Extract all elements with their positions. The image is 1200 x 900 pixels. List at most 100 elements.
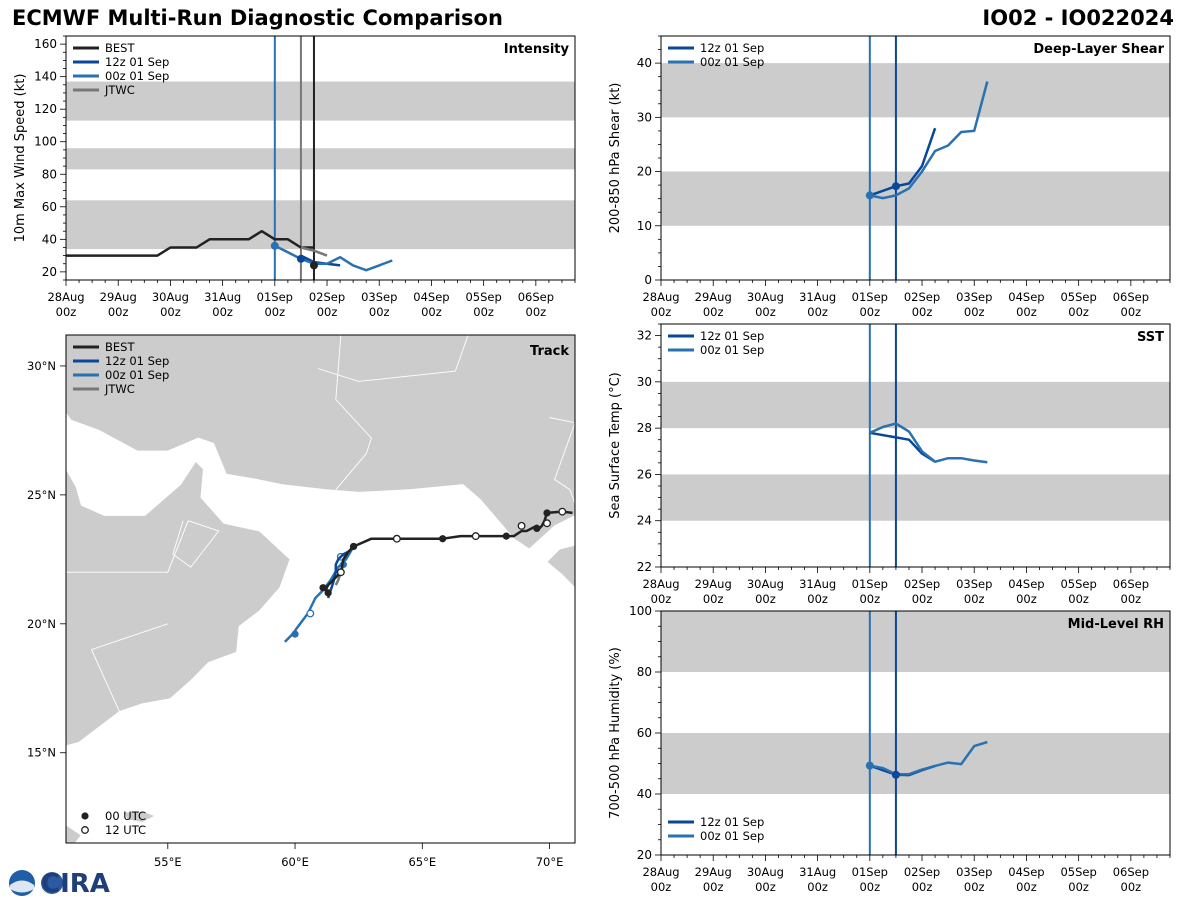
x-tick-label-hour: 00z bbox=[421, 305, 442, 319]
x-tick-label-day: 05Sep bbox=[1060, 577, 1096, 591]
y-tick-label: 100 bbox=[629, 604, 652, 618]
y-axis-label: 700-500 hPa Humidity (%) bbox=[608, 647, 623, 819]
x-tick-label-hour: 00z bbox=[369, 305, 390, 319]
panel-title: Deep-Layer Shear bbox=[1033, 42, 1164, 57]
x-tick-label-hour: 00z bbox=[755, 305, 776, 319]
y-tick-label: 60 bbox=[42, 200, 57, 214]
panel-track: 55°E 60°E 65°E 70°E 15°N 20°N 25°N 30°N Track BES… bbox=[27, 334, 576, 869]
x-tick-label-hour: 00z bbox=[1068, 305, 1089, 319]
x-tick-label-day: 02Sep bbox=[904, 577, 940, 591]
series-line bbox=[274, 244, 393, 272]
series-line bbox=[300, 246, 328, 257]
x-tick-label-hour: 00z bbox=[964, 880, 985, 894]
x-tick-label-hour: 00z bbox=[212, 305, 233, 319]
x-tick-label-hour: 00z bbox=[651, 880, 672, 894]
panel-title: Track bbox=[530, 344, 569, 359]
y-tick-label: 120 bbox=[34, 102, 57, 116]
y-tick-label: 22 bbox=[637, 560, 652, 574]
panel-title: Intensity bbox=[504, 42, 570, 57]
x-tick-label-hour: 00z bbox=[160, 305, 181, 319]
legend-label: 00z 01 Sep bbox=[105, 69, 169, 83]
x-tick-label-hour: 00z bbox=[703, 305, 724, 319]
track-point-00utc bbox=[324, 589, 332, 597]
y-axis-label: 200-850 hPa Shear (kt) bbox=[608, 83, 623, 234]
track-point-12utc bbox=[558, 507, 567, 516]
shaded-band bbox=[66, 148, 575, 170]
series-line bbox=[869, 127, 937, 197]
shaded-band bbox=[661, 474, 1170, 521]
x-tick-label-day: 31Aug bbox=[799, 577, 836, 591]
x-tick-label-day: 29Aug bbox=[695, 577, 732, 591]
shaded-band bbox=[661, 381, 1170, 429]
x-tick-label-day: 28Aug bbox=[47, 290, 84, 304]
x-tick-label-hour: 00z bbox=[1068, 592, 1089, 606]
series-line bbox=[869, 422, 988, 464]
y-tick-label: 32 bbox=[637, 329, 652, 343]
x-tick-label-day: 01Sep bbox=[852, 290, 888, 304]
x-tick-label: 70°E bbox=[536, 855, 564, 869]
track-point-12utc bbox=[517, 521, 526, 530]
x-tick-label: 60°E bbox=[281, 855, 309, 869]
x-tick-label-hour: 00z bbox=[1016, 880, 1037, 894]
track-line bbox=[321, 510, 573, 594]
x-tick-label-day: 31Aug bbox=[799, 290, 836, 304]
x-tick-label-day: 30Aug bbox=[152, 290, 189, 304]
x-tick-label-day: 06Sep bbox=[1113, 290, 1149, 304]
x-tick-label-hour: 00z bbox=[912, 592, 933, 606]
legend-label: BEST bbox=[105, 41, 135, 55]
legend-label: BEST bbox=[105, 340, 135, 354]
country-border bbox=[317, 335, 469, 382]
x-tick-label-day: 30Aug bbox=[747, 290, 784, 304]
track-point-12utc bbox=[543, 519, 551, 528]
y-tick-label: 140 bbox=[34, 70, 57, 84]
y-tick-label: 40 bbox=[42, 232, 57, 246]
init-marker bbox=[891, 182, 900, 191]
axes-frame bbox=[65, 35, 576, 281]
track-point-00utc bbox=[533, 524, 541, 533]
x-tick-label-hour: 00z bbox=[56, 305, 77, 319]
x-tick-label-hour: 00z bbox=[317, 305, 338, 319]
y-tick-label: 20°N bbox=[27, 617, 56, 631]
x-tick-label-hour: 00z bbox=[964, 592, 985, 606]
shaded-band bbox=[661, 611, 1170, 672]
globe-icon bbox=[41, 872, 63, 894]
x-tick-label-day: 04Sep bbox=[413, 290, 449, 304]
shaded-band bbox=[661, 63, 1170, 118]
shaded-band bbox=[661, 733, 1170, 794]
panel-title: Mid-Level RH bbox=[1068, 617, 1164, 632]
series-line bbox=[869, 81, 989, 200]
x-tick-label-hour: 00z bbox=[651, 592, 672, 606]
x-tick-label-hour: 00z bbox=[1121, 880, 1142, 894]
panel-sst: 28Aug00z29Aug00z30Aug00z31Aug00z01Sep00z… bbox=[608, 323, 1171, 606]
x-tick-label-hour: 00z bbox=[807, 880, 828, 894]
x-tick-label-day: 29Aug bbox=[695, 290, 732, 304]
track-point-00utc bbox=[543, 509, 551, 517]
x-tick-label-hour: 00z bbox=[912, 880, 933, 894]
init-marker bbox=[270, 241, 279, 250]
legend-label: 00z 01 Sep bbox=[700, 829, 764, 843]
y-tick-label: 20 bbox=[637, 848, 652, 862]
marker-legend-label: 00 UTC bbox=[105, 809, 146, 823]
series-line bbox=[66, 229, 314, 257]
y-tick-label: 160 bbox=[34, 37, 57, 51]
y-tick-label: 30 bbox=[637, 375, 652, 389]
country-border bbox=[90, 623, 168, 712]
track-point-00utc bbox=[439, 535, 447, 543]
x-tick-label-day: 04Sep bbox=[1008, 577, 1044, 591]
land-india bbox=[546, 544, 575, 589]
x-tick-label-day: 28Aug bbox=[642, 290, 679, 304]
land-arabia bbox=[66, 460, 291, 747]
logo-text: CIRA bbox=[41, 869, 110, 898]
legend-label: 00z 01 Sep bbox=[700, 55, 764, 69]
x-tick-label-day: 05Sep bbox=[465, 290, 501, 304]
x-tick-label-hour: 00z bbox=[703, 592, 724, 606]
x-tick-label-day: 05Sep bbox=[1060, 865, 1096, 879]
axes-frame bbox=[660, 35, 1171, 281]
country-border bbox=[66, 520, 189, 573]
track-point-00utc bbox=[349, 542, 358, 551]
y-tick-label: 80 bbox=[637, 665, 652, 679]
init-marker bbox=[296, 254, 305, 263]
x-tick-label-hour: 00z bbox=[1121, 305, 1142, 319]
y-tick-label: 26 bbox=[637, 467, 652, 481]
y-tick-label: 60 bbox=[637, 726, 652, 740]
